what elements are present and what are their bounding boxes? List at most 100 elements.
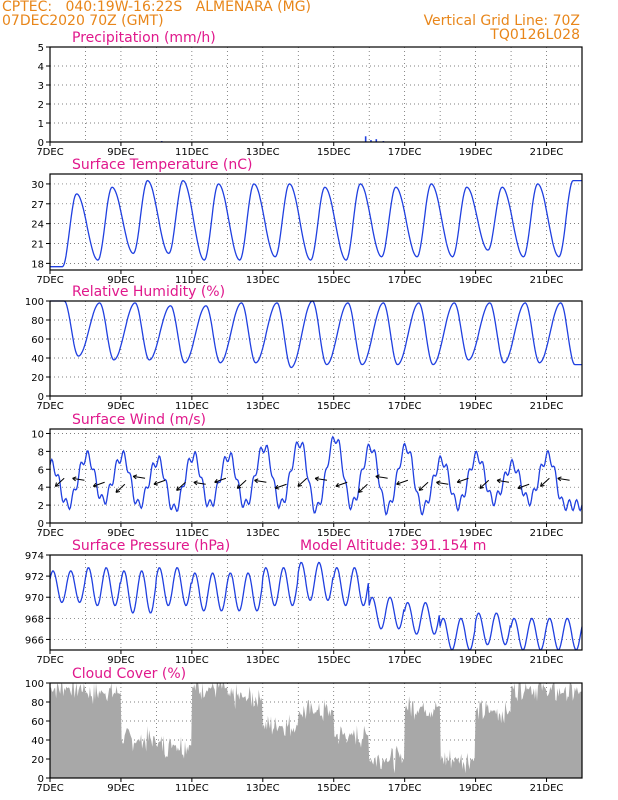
x-tick-label: 19DEC <box>459 783 493 794</box>
wind-arrowhead <box>314 476 320 482</box>
x-tick-label: 13DEC <box>246 401 280 412</box>
x-tick-label: 17DEC <box>388 275 422 286</box>
x-tick-label: 19DEC <box>459 275 493 286</box>
x-tick-label: 19DEC <box>459 401 493 412</box>
x-tick-label: 21DEC <box>530 147 564 158</box>
grid-note: Vertical Grid Line: 70Z <box>423 13 580 29</box>
wind-arrowhead <box>153 480 158 486</box>
model-code: TQ0126L028 <box>490 27 580 43</box>
wind-arrow <box>315 477 328 481</box>
x-tick-label: 19DEC <box>459 655 493 666</box>
y-tick-label: 1 <box>38 119 44 130</box>
x-tick-label: 7DEC <box>36 401 63 412</box>
y-tick-label: 60 <box>31 335 44 346</box>
wind-arrow <box>193 481 206 485</box>
wind-arrowhead <box>540 482 545 487</box>
run-date: 07DEC2020 70Z (GMT) <box>2 13 164 29</box>
wind-arrowhead <box>396 480 401 486</box>
x-tick-label: 21DEC <box>530 783 564 794</box>
wind-arrowhead <box>72 476 77 482</box>
x-tick-label: 19DEC <box>459 528 493 539</box>
y-tick-label: 0 <box>38 519 44 530</box>
panel-subtitle: Model Altitude: 391.154 m <box>300 538 486 554</box>
x-tick-label: 15DEC <box>317 401 351 412</box>
y-tick-label: 21 <box>31 240 44 251</box>
x-tick-label: 21DEC <box>530 528 564 539</box>
plot-frame <box>49 300 583 397</box>
wind-arrow <box>153 479 166 485</box>
plot-frame <box>49 682 583 779</box>
y-tick-label: 972 <box>25 572 44 583</box>
wind-arrow <box>297 477 308 487</box>
x-tick-label: 11DEC <box>175 655 209 666</box>
x-tick-label: 7DEC <box>36 275 63 286</box>
y-tick-label: 8 <box>38 447 44 458</box>
x-tick-label: 15DEC <box>317 147 351 158</box>
x-tick-label: 11DEC <box>175 528 209 539</box>
wind-arrow <box>176 481 186 491</box>
panel-title: Surface Pressure (hPa) <box>72 538 230 554</box>
plot-frame <box>49 554 583 651</box>
x-tick-label: 9DEC <box>107 275 134 286</box>
panel-1: 18 21 24 27 30 7DEC 9DEC 11DEC 13DEC 15DEC 17DEC 19… <box>31 157 583 286</box>
x-tick-label: 7DEC <box>36 528 63 539</box>
y-tick-label: 6 <box>38 465 44 476</box>
series-line <box>50 300 582 369</box>
y-tick-label: 0 <box>38 392 44 403</box>
y-tick-label: 20 <box>31 373 44 384</box>
y-tick-label: 974 <box>25 551 44 562</box>
wind-arrow <box>418 481 429 491</box>
x-tick-label: 11DEC <box>175 147 209 158</box>
wind-arrow <box>457 477 469 483</box>
y-tick-label: 40 <box>31 736 44 747</box>
x-tick-label: 17DEC <box>388 401 422 412</box>
panel-title: Relative Humidity (%) <box>72 284 225 300</box>
wind-arrow <box>93 481 105 487</box>
panel-4: 966 968 970 972 974 7DEC 9DEC 11DEC 13DEC 15DEC 17… <box>25 538 583 666</box>
wind-arrowhead <box>557 476 562 482</box>
y-tick-label: 60 <box>31 717 44 728</box>
wind-arrowhead <box>193 480 198 486</box>
x-tick-label: 15DEC <box>317 528 351 539</box>
wind-arrowhead <box>375 474 380 480</box>
series-line <box>49 435 583 516</box>
precip-bar <box>375 139 378 142</box>
panel-5: 0 20 40 60 80 100 7DEC 9DEC 11DEC 13DEC 15DEC 17DEC… <box>25 666 583 794</box>
y-tick-label: 80 <box>31 316 44 327</box>
x-tick-label: 15DEC <box>317 655 351 666</box>
x-tick-label: 9DEC <box>107 655 134 666</box>
wind-arrowhead <box>176 486 181 491</box>
y-tick-label: 100 <box>25 297 44 308</box>
plot-frame <box>49 428 583 524</box>
series-line <box>49 561 583 651</box>
x-tick-label: 9DEC <box>107 401 134 412</box>
x-tick-label: 21DEC <box>530 655 564 666</box>
x-tick-label: 9DEC <box>107 783 134 794</box>
x-tick-label: 15DEC <box>317 275 351 286</box>
y-tick-label: 970 <box>25 593 44 604</box>
wind-arrow <box>540 477 550 487</box>
wind-arrow <box>254 479 267 483</box>
x-tick-label: 7DEC <box>36 147 63 158</box>
y-tick-label: 20 <box>31 755 44 766</box>
panel-0: 0 1 2 3 4 5 7DEC 9DEC 11DEC 13DEC 15DEC 17DEC 19DEC 2… <box>36 30 583 158</box>
y-tick-label: 40 <box>31 354 44 365</box>
x-tick-label: 13DEC <box>246 783 280 794</box>
wind-arrow <box>436 481 449 485</box>
cloud-area <box>50 683 582 778</box>
wind-arrowhead <box>54 482 60 487</box>
wind-arrow <box>335 481 348 487</box>
y-tick-label: 0 <box>38 138 44 149</box>
y-tick-label: 2 <box>38 100 44 111</box>
wind-arrow <box>479 479 490 489</box>
wind-arrowhead <box>479 484 484 489</box>
y-tick-label: 4 <box>38 483 44 494</box>
x-tick-label: 13DEC <box>246 275 280 286</box>
wind-arrow <box>214 477 227 483</box>
x-tick-label: 7DEC <box>36 655 63 666</box>
panel-title: Cloud Cover (%) <box>72 666 186 682</box>
precip-bar <box>370 140 372 142</box>
wind-arrowhead <box>335 482 340 488</box>
wind-arrow <box>72 477 85 481</box>
